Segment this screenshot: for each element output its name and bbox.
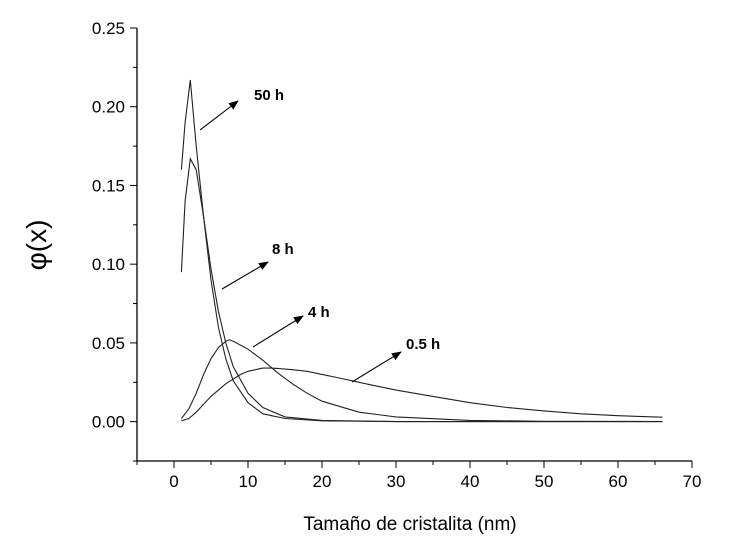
series-line-0-5-h bbox=[181, 367, 663, 422]
y-tick-label: 0.05 bbox=[92, 334, 125, 353]
annotation-label: 8 h bbox=[272, 241, 294, 258]
annotation-label: 0.5 h bbox=[406, 336, 440, 353]
annotation-arrow bbox=[221, 261, 269, 290]
x-axis-title: Tamaño de cristalita (nm) bbox=[303, 514, 516, 535]
annotation-arrow bbox=[252, 315, 304, 348]
annotations: 50 h 8 h 4 h 0.5 h bbox=[199, 87, 440, 383]
x-tick-label: 30 bbox=[387, 472, 406, 491]
axes: 0 10 20 30 40 50 60 70 0.00 0.05 0.10 0.15 0.20 0.25 bbox=[92, 19, 702, 491]
x-tick-label: 40 bbox=[461, 472, 480, 491]
x-tick-label: 10 bbox=[239, 472, 258, 491]
y-axis-title: φ(x) bbox=[21, 220, 52, 271]
x-tick-label: 60 bbox=[609, 472, 628, 491]
annotation-label: 4 h bbox=[308, 304, 330, 321]
x-tick-label: 50 bbox=[535, 472, 554, 491]
y-tick-label: 0.25 bbox=[92, 19, 125, 38]
y-tick-label: 0.15 bbox=[92, 176, 125, 195]
series-line-8-h bbox=[180, 156, 663, 423]
curves bbox=[180, 79, 663, 423]
y-tick-label: 0.20 bbox=[92, 98, 125, 117]
series-line-4-h bbox=[180, 339, 663, 423]
annotation-arrow bbox=[351, 351, 402, 383]
y-tick-label: 0.00 bbox=[92, 413, 125, 432]
annotation-arrow bbox=[199, 100, 239, 131]
y-tick-label: 0.10 bbox=[92, 255, 125, 274]
x-tick-label: 0 bbox=[169, 472, 178, 491]
annotation-label: 50 h bbox=[254, 87, 284, 104]
x-tick-label: 70 bbox=[683, 472, 702, 491]
x-tick-label: 20 bbox=[313, 472, 332, 491]
